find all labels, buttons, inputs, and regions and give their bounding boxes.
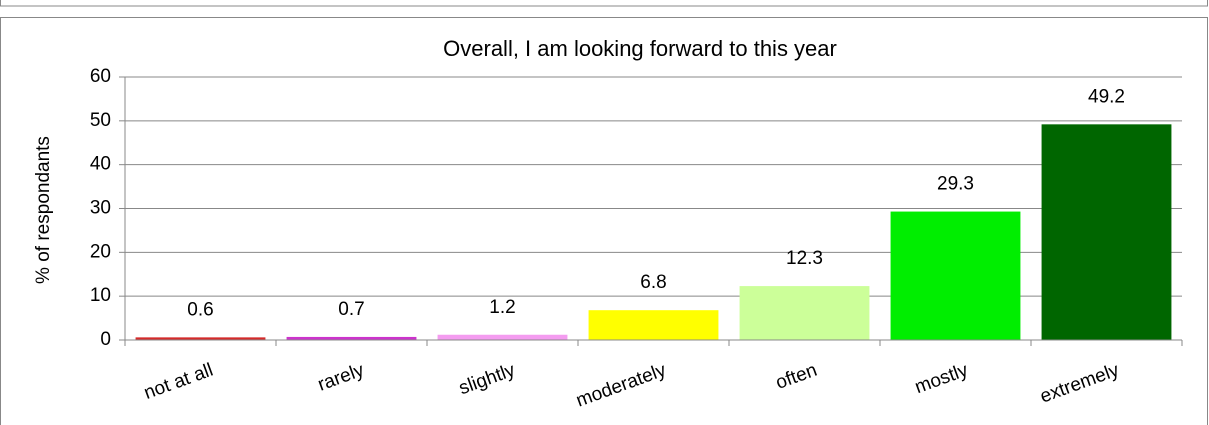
chart-title: Overall, I am looking forward to this ye… (443, 36, 837, 61)
bar (1041, 124, 1172, 340)
bar (588, 310, 719, 340)
y-tick-label: 40 (90, 154, 111, 175)
chart-frame (0, 17, 1208, 425)
y-tick-label: 10 (90, 285, 111, 306)
bar (437, 334, 568, 340)
data-label: 12.3 (786, 248, 823, 269)
bar (286, 336, 417, 340)
data-label: 29.3 (937, 174, 974, 195)
y-tick-label: 60 (90, 66, 111, 87)
y-tick-label: 30 (90, 198, 111, 219)
data-label: 6.8 (640, 272, 666, 293)
y-tick-label: 20 (90, 241, 111, 262)
bar (135, 337, 266, 340)
bar (739, 286, 870, 340)
bar (890, 211, 1021, 340)
data-label: 0.7 (338, 299, 364, 320)
y-axis-label: % of respondants (33, 136, 54, 284)
data-label: 49.2 (1088, 86, 1125, 107)
y-tick-label: 0 (100, 329, 111, 350)
data-label: 0.6 (187, 299, 213, 320)
data-label: 1.2 (489, 297, 515, 318)
previous-frame (0, 0, 1208, 7)
y-tick-label: 50 (90, 110, 111, 131)
